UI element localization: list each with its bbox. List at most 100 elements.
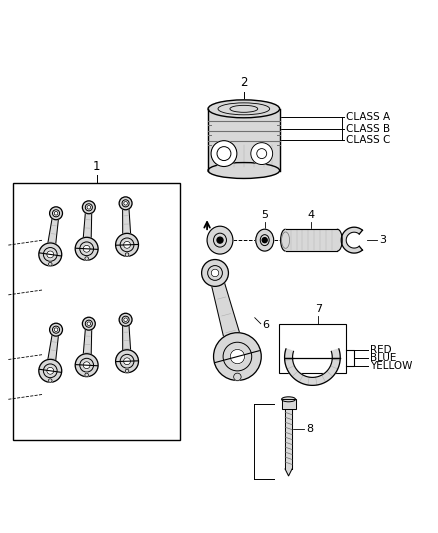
- Polygon shape: [357, 228, 360, 233]
- Polygon shape: [350, 248, 353, 253]
- Polygon shape: [321, 375, 326, 383]
- Polygon shape: [343, 233, 347, 237]
- Polygon shape: [324, 374, 329, 381]
- Circle shape: [125, 253, 129, 256]
- Polygon shape: [322, 375, 327, 382]
- Circle shape: [85, 257, 88, 260]
- Text: 8: 8: [307, 424, 314, 434]
- Polygon shape: [286, 364, 294, 367]
- Ellipse shape: [332, 229, 342, 251]
- Text: 6: 6: [263, 320, 270, 330]
- Polygon shape: [290, 369, 297, 374]
- Circle shape: [39, 359, 62, 382]
- Polygon shape: [301, 376, 305, 384]
- Ellipse shape: [282, 397, 296, 402]
- Polygon shape: [323, 374, 328, 381]
- Polygon shape: [304, 376, 307, 384]
- Polygon shape: [349, 247, 351, 252]
- Polygon shape: [347, 247, 350, 252]
- Circle shape: [49, 379, 52, 382]
- Polygon shape: [287, 365, 294, 369]
- Polygon shape: [286, 349, 293, 352]
- Polygon shape: [358, 247, 360, 252]
- Circle shape: [85, 373, 88, 377]
- Polygon shape: [320, 375, 325, 383]
- Circle shape: [39, 243, 62, 266]
- Polygon shape: [357, 247, 360, 252]
- Polygon shape: [300, 375, 304, 383]
- Circle shape: [124, 318, 127, 321]
- Polygon shape: [285, 362, 293, 365]
- Circle shape: [54, 212, 58, 215]
- Polygon shape: [46, 329, 59, 372]
- Polygon shape: [355, 227, 357, 232]
- Polygon shape: [299, 375, 304, 383]
- Polygon shape: [285, 359, 293, 361]
- Polygon shape: [356, 228, 357, 232]
- Polygon shape: [332, 351, 340, 354]
- Text: 1: 1: [93, 160, 101, 173]
- Circle shape: [47, 367, 54, 374]
- Polygon shape: [350, 228, 353, 232]
- Polygon shape: [285, 358, 293, 359]
- Text: 5: 5: [261, 210, 268, 220]
- Polygon shape: [319, 376, 323, 384]
- Circle shape: [201, 260, 229, 286]
- Polygon shape: [330, 365, 338, 369]
- Polygon shape: [351, 228, 353, 232]
- Circle shape: [262, 238, 267, 243]
- Polygon shape: [357, 228, 359, 233]
- Polygon shape: [308, 377, 310, 385]
- Polygon shape: [316, 377, 318, 385]
- Circle shape: [75, 354, 98, 377]
- Polygon shape: [350, 228, 352, 232]
- Polygon shape: [359, 246, 362, 251]
- Circle shape: [82, 201, 95, 214]
- Polygon shape: [347, 229, 350, 233]
- Polygon shape: [325, 372, 331, 379]
- Circle shape: [82, 317, 95, 330]
- Polygon shape: [326, 371, 333, 377]
- Polygon shape: [350, 248, 352, 253]
- Polygon shape: [46, 213, 59, 255]
- Polygon shape: [349, 228, 352, 233]
- Polygon shape: [356, 248, 357, 253]
- Bar: [282, 399, 296, 409]
- Polygon shape: [82, 207, 92, 249]
- Polygon shape: [356, 248, 358, 253]
- Circle shape: [234, 373, 241, 381]
- Polygon shape: [355, 248, 356, 253]
- Ellipse shape: [207, 226, 233, 254]
- Polygon shape: [343, 233, 348, 236]
- Polygon shape: [357, 248, 359, 253]
- Polygon shape: [318, 376, 322, 384]
- Polygon shape: [342, 243, 347, 246]
- Polygon shape: [285, 356, 293, 357]
- Polygon shape: [357, 228, 359, 233]
- Polygon shape: [355, 227, 356, 232]
- Bar: [286, 229, 337, 251]
- Polygon shape: [309, 377, 311, 385]
- Circle shape: [119, 313, 132, 326]
- Polygon shape: [351, 248, 353, 253]
- Polygon shape: [353, 248, 354, 253]
- Polygon shape: [313, 377, 314, 385]
- Polygon shape: [343, 244, 347, 246]
- Polygon shape: [289, 368, 296, 373]
- Polygon shape: [297, 374, 302, 381]
- Polygon shape: [332, 357, 340, 358]
- Circle shape: [124, 201, 127, 205]
- Polygon shape: [357, 247, 359, 252]
- Circle shape: [116, 350, 138, 373]
- Polygon shape: [352, 227, 353, 232]
- Text: CLASS B: CLASS B: [346, 124, 390, 134]
- Polygon shape: [123, 203, 131, 245]
- Polygon shape: [346, 230, 350, 234]
- Text: CLASS A: CLASS A: [346, 112, 390, 122]
- Polygon shape: [285, 353, 293, 355]
- Circle shape: [87, 322, 91, 326]
- Polygon shape: [332, 362, 339, 366]
- Polygon shape: [342, 242, 346, 244]
- Circle shape: [124, 358, 131, 365]
- Polygon shape: [328, 369, 335, 375]
